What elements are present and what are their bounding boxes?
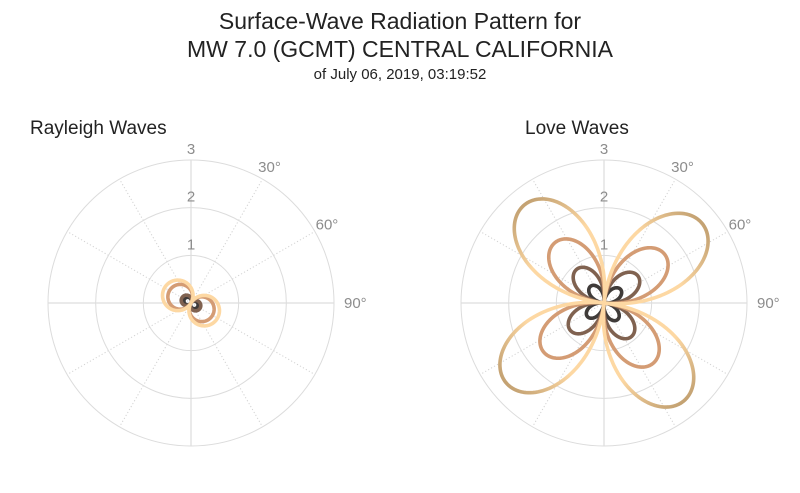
svg-text:60°: 60°: [729, 217, 752, 234]
svg-text:3: 3: [187, 141, 195, 158]
svg-text:2: 2: [600, 189, 608, 206]
svg-text:30°: 30°: [258, 159, 281, 176]
svg-text:30°: 30°: [671, 159, 694, 176]
svg-text:90°: 90°: [757, 295, 780, 312]
svg-text:3: 3: [600, 141, 608, 158]
svg-text:2: 2: [187, 189, 195, 206]
svg-text:1: 1: [187, 236, 195, 253]
svg-text:90°: 90°: [344, 295, 367, 312]
svg-text:1: 1: [600, 236, 608, 253]
svg-text:60°: 60°: [316, 217, 339, 234]
